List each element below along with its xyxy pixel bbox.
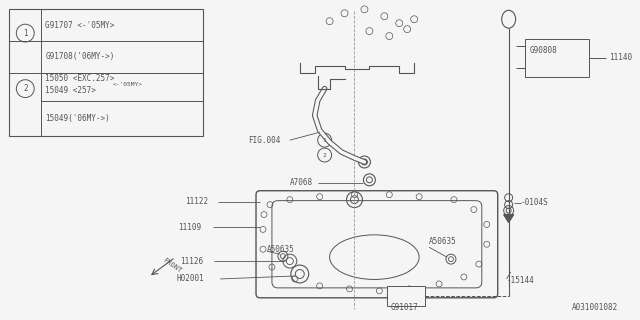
Text: H02001: H02001 <box>177 275 204 284</box>
Text: FRONT: FRONT <box>162 257 182 274</box>
Text: G91017: G91017 <box>390 303 418 312</box>
Bar <box>10 9 204 136</box>
Text: 15049('06MY->): 15049('06MY->) <box>45 114 110 123</box>
Text: 11122: 11122 <box>186 197 209 206</box>
Text: A031001082: A031001082 <box>572 303 618 312</box>
Text: 2: 2 <box>23 84 28 93</box>
Text: G90808: G90808 <box>529 46 557 55</box>
Text: A7068: A7068 <box>290 178 313 187</box>
Text: 11126: 11126 <box>180 257 204 266</box>
Text: 2: 2 <box>323 153 326 157</box>
Text: 1: 1 <box>23 28 28 38</box>
Text: 15049 <257>: 15049 <257> <box>45 86 96 95</box>
Text: G91707 <-'05MY>: G91707 <-'05MY> <box>45 21 115 30</box>
Text: 15050 <EXC.257>: 15050 <EXC.257> <box>45 74 115 83</box>
Text: A50635: A50635 <box>429 237 457 246</box>
Text: -15144: -15144 <box>507 276 534 285</box>
FancyBboxPatch shape <box>256 191 498 298</box>
Text: -0104S: -0104S <box>520 198 548 207</box>
Text: 1: 1 <box>323 138 326 143</box>
Polygon shape <box>504 214 514 222</box>
Text: 11109: 11109 <box>179 223 202 232</box>
Text: FIG.004: FIG.004 <box>248 136 280 145</box>
Text: A50635: A50635 <box>267 245 294 254</box>
Text: 11140: 11140 <box>609 53 632 62</box>
Bar <box>525 39 589 77</box>
Text: G91708('06MY->): G91708('06MY->) <box>45 52 115 61</box>
Text: <-'05MY>: <-'05MY> <box>113 82 143 87</box>
FancyBboxPatch shape <box>272 201 482 288</box>
Bar <box>387 286 425 306</box>
